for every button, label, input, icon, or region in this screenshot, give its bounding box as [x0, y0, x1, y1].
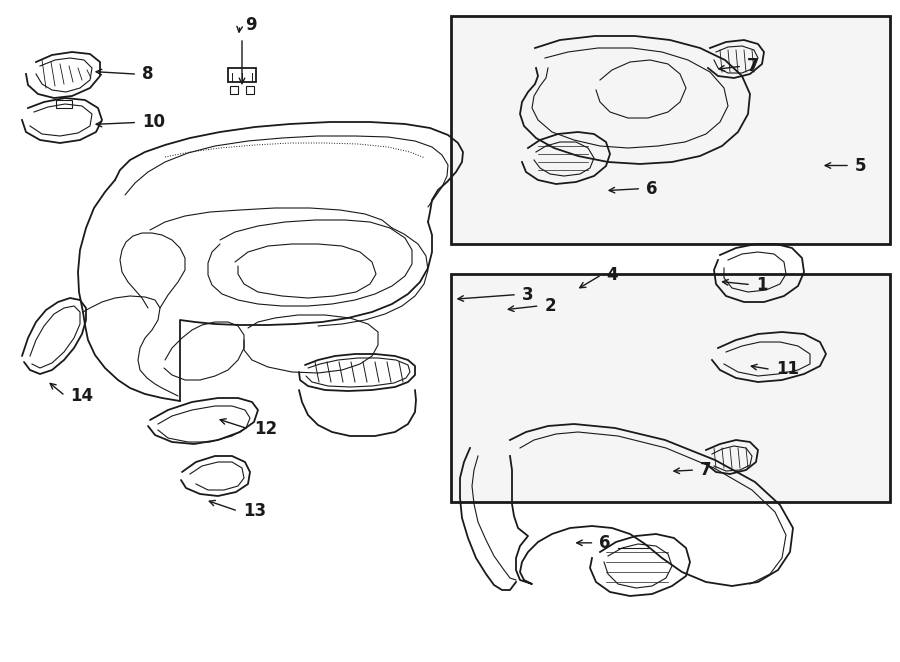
Text: 6: 6: [646, 179, 658, 198]
Text: 3: 3: [522, 285, 534, 304]
Text: 7: 7: [747, 57, 759, 75]
Bar: [451, 274, 890, 502]
Text: 14: 14: [70, 387, 94, 405]
Text: 10: 10: [142, 113, 166, 132]
Text: 12: 12: [254, 420, 277, 438]
Bar: [246, 86, 254, 94]
Text: 9: 9: [245, 16, 256, 34]
Text: 4: 4: [607, 265, 618, 284]
Text: 1: 1: [756, 275, 768, 294]
Text: 6: 6: [599, 534, 611, 552]
Bar: [451, 16, 890, 244]
Text: 11: 11: [776, 360, 799, 379]
Text: 2: 2: [544, 297, 556, 315]
FancyBboxPatch shape: [228, 68, 256, 82]
Text: 13: 13: [243, 502, 266, 520]
Text: 5: 5: [855, 156, 867, 175]
Text: 8: 8: [142, 65, 154, 83]
Text: 7: 7: [700, 461, 712, 479]
Bar: [230, 86, 238, 94]
Bar: [56, 100, 72, 108]
